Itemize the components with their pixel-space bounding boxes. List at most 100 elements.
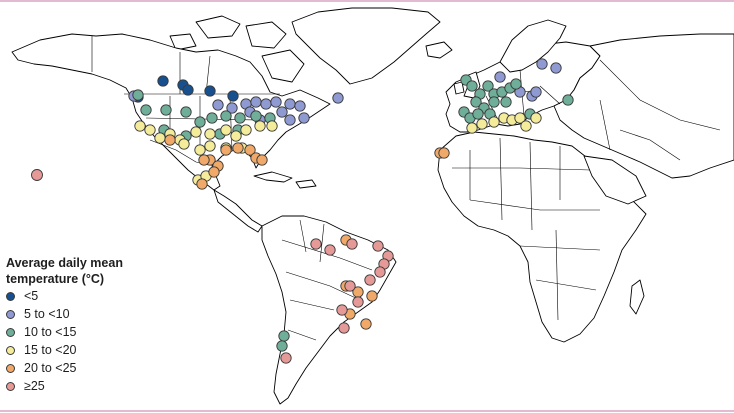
site-marker-5to10-20: [530, 86, 542, 98]
site-marker-15to20-1: [144, 124, 156, 136]
site-marker-ge25-12: [344, 280, 356, 292]
legend-label-ge25: ≥25: [24, 379, 45, 393]
site-marker-15to20-23: [514, 112, 526, 124]
site-marker-10to15-17: [466, 80, 478, 92]
site-marker-5to10-1: [212, 99, 224, 111]
arctic-island-2: [245, 21, 287, 49]
site-marker-10to15-6: [220, 110, 232, 122]
site-marker-10to15-19: [482, 80, 494, 92]
madagascar: [629, 279, 645, 315]
legend-swatch-5to10: [6, 309, 15, 319]
site-marker-ge25-2: [346, 238, 358, 250]
site-marker-ge25-9: [336, 304, 348, 316]
legend-label-10to15: 10 to <15: [24, 325, 77, 339]
site-marker-hawaii: [31, 169, 43, 181]
legend-title-line-1: Average daily mean: [6, 256, 123, 270]
site-marker-ge25-10: [338, 322, 350, 334]
site-marker-10to15-4: [194, 116, 206, 128]
site-marker-10to15-1: [140, 104, 152, 116]
legend-label-15to20: 15 to <20: [24, 343, 77, 357]
site-marker-15to20-0: [134, 120, 146, 132]
site-marker-lt5-0: [157, 75, 169, 87]
site-marker-20to25-4: [232, 142, 244, 154]
site-marker-ge25-7: [364, 274, 376, 286]
ireland: [453, 81, 465, 95]
scandinavia: [499, 19, 567, 73]
site-marker-5to10-2: [226, 102, 238, 114]
legend-item-15to20: 15 to <20: [6, 341, 176, 359]
site-marker-lt5-4: [227, 90, 239, 102]
legend-title-line-2: temperature (°C): [6, 272, 105, 286]
site-marker-20to25-10: [196, 178, 208, 190]
hispaniola: [295, 179, 317, 189]
site-marker-15to20-13: [194, 144, 206, 156]
legend-label-lt5: <5: [24, 289, 39, 303]
site-marker-15to20-26: [530, 112, 542, 124]
site-marker-15to20-12: [178, 138, 190, 150]
site-marker-ge25-8: [352, 296, 364, 308]
site-marker-5to10-17: [550, 62, 562, 74]
site-marker-20to25-7: [256, 154, 268, 166]
site-marker-5to10-7: [284, 98, 296, 110]
site-marker-15to20-25: [520, 120, 532, 132]
legend: Average daily mean temperature (°C) <5 5 …: [6, 255, 176, 395]
site-marker-15to20-20: [488, 116, 500, 128]
legend-item-10to15: 10 to <15: [6, 323, 176, 341]
site-marker-5to10-14: [276, 106, 288, 118]
site-marker-20to25-8: [198, 154, 210, 166]
legend-title: Average daily mean temperature (°C): [6, 255, 176, 287]
arctic-island-3: [169, 33, 197, 51]
legend-item-ge25: ≥25: [6, 377, 176, 395]
legend-swatch-ge25: [6, 381, 15, 391]
legend-label-20to25: 20 to <25: [24, 361, 77, 375]
site-marker-5to10-8: [294, 100, 306, 112]
site-marker-10to15-27: [500, 96, 512, 108]
site-marker-5to10-6: [270, 96, 282, 108]
cuba: [253, 171, 293, 183]
site-marker-15to20-8: [230, 130, 242, 142]
site-marker-15to20-9: [240, 124, 252, 136]
site-marker-5to10-5: [260, 98, 272, 110]
site-marker-ge25-3: [372, 240, 384, 252]
legend-label-5to10: 5 to <10: [24, 307, 70, 321]
site-marker-20to25-3: [220, 144, 232, 156]
iceland: [425, 41, 453, 59]
site-marker-20to25-16: [366, 290, 378, 302]
legend-items: <5 5 to <10 10 to <15 15 to <20 20 to <25 ≥25: [6, 287, 176, 395]
site-marker-10to15-2: [160, 104, 172, 116]
legend-item-20to25: 20 to <25: [6, 359, 176, 377]
site-marker-15to20-24: [466, 122, 478, 134]
site-marker-15to20-5: [190, 126, 202, 138]
site-marker-10to15-23: [510, 78, 522, 90]
legend-item-lt5: <5: [6, 287, 176, 305]
greenland: [291, 7, 441, 85]
asia: [553, 33, 734, 179]
site-marker-15to20-6: [204, 128, 216, 140]
central-america: [213, 189, 263, 233]
site-marker-20to25-12: [438, 147, 450, 159]
site-marker-5to10-4: [250, 96, 262, 108]
site-marker-5to10-9: [332, 92, 344, 104]
site-marker-10to15-3: [180, 106, 192, 118]
site-marker-15to20-14: [204, 140, 216, 152]
site-marker-15to20-10: [254, 120, 266, 132]
site-markers: [128, 58, 574, 364]
site-marker-20to25-0: [164, 134, 176, 146]
baffin-island: [261, 49, 305, 83]
site-marker-10to15-7: [234, 112, 246, 124]
legend-swatch-20to25: [6, 363, 15, 373]
arctic-island-1: [195, 15, 241, 39]
legend-swatch-10to15: [6, 327, 15, 337]
site-marker-10to15-30: [472, 108, 484, 120]
site-marker-5to10-11: [284, 114, 296, 126]
site-marker-15to20-19: [476, 118, 488, 130]
legend-swatch-15to20: [6, 345, 15, 355]
site-marker-5to10-10: [298, 112, 310, 124]
site-marker-20to25-5: [244, 144, 256, 156]
site-marker-10to15-24: [470, 96, 482, 108]
site-marker-5to10-15: [494, 71, 506, 83]
site-marker-15to20-7: [220, 124, 232, 136]
site-marker-10to15-8: [250, 110, 262, 122]
site-marker-5to10-16: [536, 58, 548, 70]
